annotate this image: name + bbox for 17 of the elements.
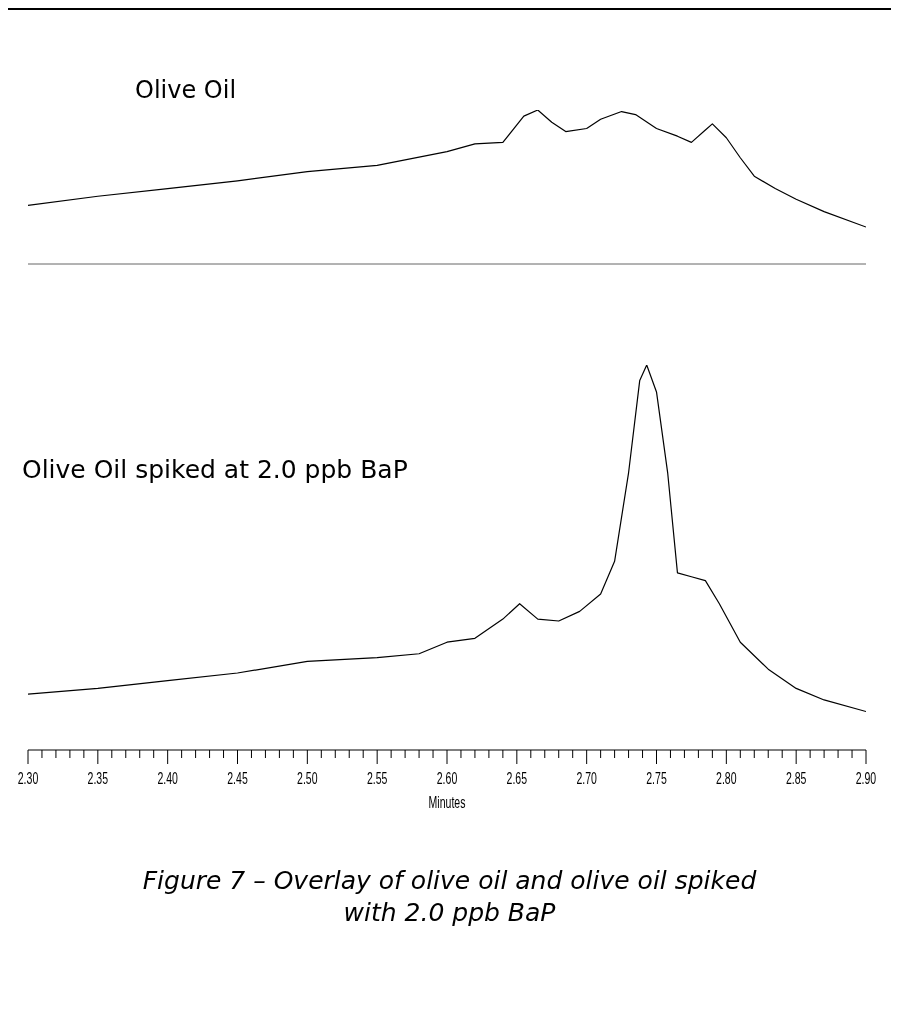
x-tick-label: 2.30 [17,768,39,788]
x-tick-label: 2.55 [366,768,388,788]
x-tick-label: 2.40 [157,768,179,788]
x-tick-label: 2.50 [297,768,318,788]
x-tick-label: 2.90 [855,768,877,788]
x-tick-label: 2.75 [646,768,667,788]
x-tick-label: 2.70 [576,768,598,788]
x-tick-label: 2.80 [716,768,737,788]
caption: Figure 7 – Overlay of olive oil and olive oil spiked with 2.0 ppb BaP [141,865,758,929]
x-tick-label: 2.65 [506,768,528,788]
x-tick-label: 2.60 [436,768,458,788]
text: Olive Oil [135,76,237,104]
x-tick-label: 2.35 [87,768,109,788]
x-tick-label: 2.85 [785,768,807,788]
x-axis-title: Minutes [428,792,466,812]
text: Olive Oil spiked at 2.0 ppb BaP [22,455,408,484]
x-tick-label: 2.45 [227,768,248,788]
